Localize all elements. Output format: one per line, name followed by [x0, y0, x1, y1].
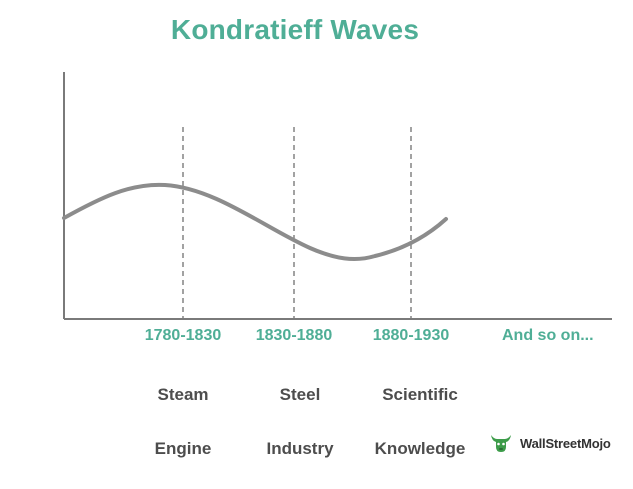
- kondratieff-wave-diagram: [62, 72, 612, 320]
- era-label-3-line1: Scientific: [382, 385, 458, 404]
- period-label-3: 1880-1930: [372, 327, 450, 344]
- era-label-1: Steam Engine: [113, 354, 253, 489]
- period-label-2: 1830-1880: [255, 327, 333, 344]
- era-label-3-line2: Knowledge: [374, 439, 466, 458]
- era-label-2: Steel Industry: [230, 354, 370, 489]
- bull-mascot-icon: [491, 435, 511, 452]
- diagram-title: Kondratieff Waves: [170, 14, 420, 45]
- logo-text: WallStreetMojo: [520, 435, 611, 451]
- period-label-1: 1780-1830: [144, 327, 222, 344]
- era-label-2-line2: Industry: [266, 439, 334, 458]
- wallstreetmojo-logo: WallStreetMojo: [488, 430, 611, 456]
- wave-curve: [62, 182, 448, 262]
- era-label-3: Scientific Knowledge: [350, 354, 490, 489]
- era-label-1-line2: Engine: [154, 439, 212, 458]
- era-label-2-line1: Steel: [279, 385, 321, 404]
- era-label-1-line1: Steam: [157, 385, 209, 404]
- continuation-label: And so on...: [502, 327, 594, 344]
